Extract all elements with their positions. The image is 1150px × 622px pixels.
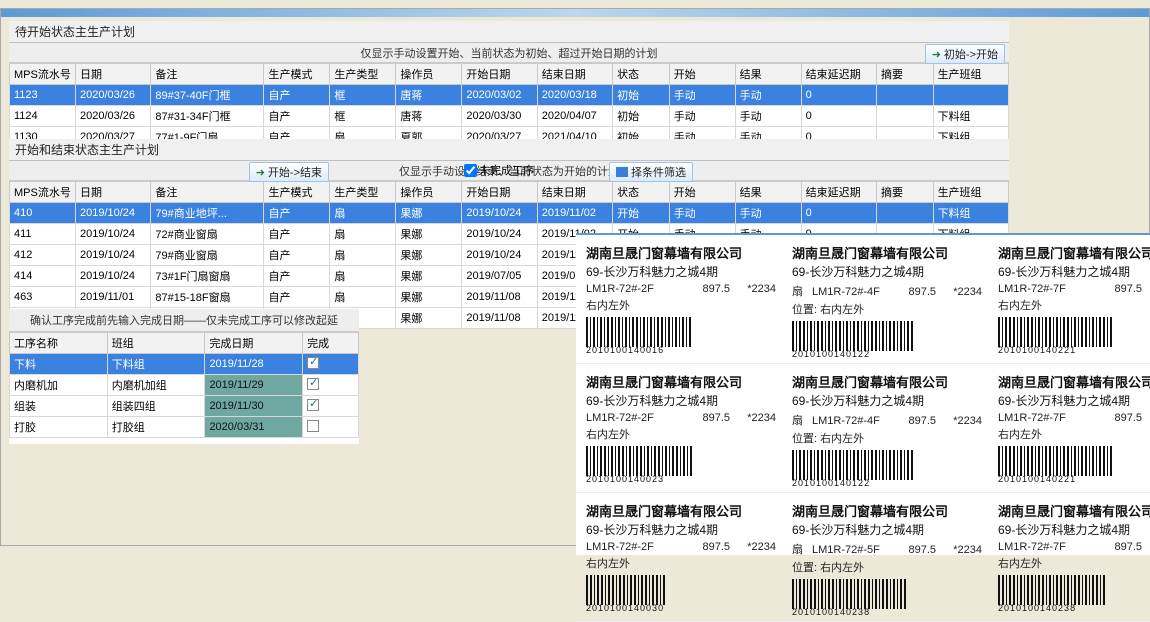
label-item[interactable]: 湖南旦晟门窗幕墙有限公司 69-长沙万科魅力之城4期 LM1R-72#-7F 8… (988, 493, 1150, 622)
confirm-body[interactable]: 下料 下料组 2019/11/28 内磨机加 内磨机加组 2019/11/29 … (10, 354, 359, 438)
table-row[interactable]: 组装 组装四组 2019/11/30 (10, 396, 359, 417)
confirm-completion-panel: 确认工序完成前先输入完成日期——仅未完成工序可以修改起延 工序名称 班组 完成日… (9, 309, 359, 444)
col-delay: 结束延迟期 (801, 64, 876, 85)
confirm-completion-table[interactable]: 工序名称 班组 完成日期 完成 下料 下料组 2019/11/28 内磨机加 内… (9, 332, 359, 438)
pending-start-header-row: MPS流水号 日期 备注 生产模式 生产类型 操作员 开始日期 结束日期 状态 … (10, 64, 1009, 85)
label-item[interactable]: 湖南旦晟门窗幕墙有限公司 69-长沙万科魅力之城4期 扇 LM1R-72#-5F… (782, 493, 988, 622)
done-checkbox-1[interactable] (307, 357, 319, 369)
col-type: 生产类型 (330, 64, 396, 85)
unfinished-process-label: 未完成工序 (479, 162, 534, 178)
col-mps: MPS流水号 (10, 64, 76, 85)
col-process: 工序名称 (10, 333, 108, 354)
arrow-right-icon: ➜ (932, 48, 941, 61)
pending-start-panel: 待开始状态主生产计划 仅显示手动设置开始、当前状态为初始、超过开始日期的计划 ➜… (9, 21, 1009, 116)
barcode-image-8 (792, 579, 982, 609)
barcode-image-1 (586, 317, 756, 347)
col-note: 备注 (151, 64, 264, 85)
filter-condition-button[interactable]: 择条件筛选 (609, 162, 693, 182)
col-start: 开始 (669, 64, 735, 85)
start-end-title: 开始和结束状态主生产计划 (9, 139, 1009, 161)
col-team: 生产班组 (933, 64, 1008, 85)
col-start-2: 开始 (669, 182, 735, 203)
col-delay-2: 结束延迟期 (801, 182, 876, 203)
start-to-start-label: 初始->开始 (944, 46, 998, 62)
label-item[interactable]: 湖南旦晟门窗幕墙有限公司 69-长沙万科魅力之城4期 扇 LM1R-72#-4F… (782, 235, 988, 364)
barcode-image-6 (998, 446, 1150, 476)
barcode-image-3 (998, 317, 1150, 347)
label-item[interactable]: 湖南旦晟门窗幕墙有限公司 69-长沙万科魅力之城4期 LM1R-72#-2F 8… (576, 364, 782, 493)
barcode-image-9 (998, 575, 1150, 605)
col-status-2: 状态 (613, 182, 670, 203)
col-type-2: 生产类型 (330, 182, 396, 203)
col-operator-2: 操作员 (396, 182, 462, 203)
label-grid: 湖南旦晟门窗幕墙有限公司 69-长沙万科魅力之城4期 LM1R-72#-2F 8… (576, 235, 1150, 555)
table-row[interactable]: 打胶 打胶组 2020/03/31 (10, 417, 359, 438)
pending-start-subtitle-row: 仅显示手动设置开始、当前状态为初始、超过开始日期的计划 ➜ 初始->开始 (9, 43, 1009, 63)
barcode-image-5 (792, 450, 982, 480)
start-end-subtitle-row: 仅显示手动设置结束、当前状态为开始的计划 未完成工序 择条件筛选 ➜ 开始->结… (9, 161, 1009, 181)
col-summary: 摘要 (877, 64, 934, 85)
label-item[interactable]: 湖南旦晟门窗幕墙有限公司 69-长沙万科魅力之城4期 LM1R-72#-7F 8… (988, 364, 1150, 493)
col-completion-date: 完成日期 (205, 333, 303, 354)
table-row[interactable]: 410 2019/10/24 79#商业地坪... 自产 扇 果娜 2019/1… (10, 203, 1009, 224)
col-mps-2: MPS流水号 (10, 182, 76, 203)
col-mode-2: 生产模式 (264, 182, 330, 203)
barcode-image-2 (792, 321, 982, 351)
pending-start-title: 待开始状态主生产计划 (9, 21, 1009, 43)
pending-start-subtitle: 仅显示手动设置开始、当前状态为初始、超过开始日期的计划 (361, 45, 658, 61)
col-start-date: 开始日期 (462, 64, 537, 85)
label-item[interactable]: 湖南旦晟门窗幕墙有限公司 69-长沙万科魅力之城4期 LM1R-72#-2F 8… (576, 235, 782, 364)
barcode-image-4 (586, 446, 776, 476)
table-row[interactable]: 内磨机加 内磨机加组 2019/11/29 (10, 375, 359, 396)
title-bar-accent (1, 9, 1149, 17)
col-date-2: 日期 (75, 182, 150, 203)
app-window: 待开始状态主生产计划 仅显示手动设置开始、当前状态为初始、超过开始日期的计划 ➜… (0, 8, 1150, 546)
col-end-date-2: 结束日期 (537, 182, 612, 203)
col-summary-2: 摘要 (877, 182, 934, 203)
done-checkbox-4[interactable] (307, 420, 319, 432)
col-mode: 生产模式 (264, 64, 330, 85)
unfinished-process-checkbox[interactable] (464, 164, 477, 177)
done-checkbox-3[interactable] (307, 399, 319, 411)
confirm-completion-title: 确认工序完成前先输入完成日期——仅未完成工序可以修改起延 (9, 309, 359, 332)
filter-condition-label: 择条件筛选 (631, 164, 686, 180)
label-item[interactable]: 湖南旦晟门窗幕墙有限公司 69-长沙万科魅力之城4期 LM1R-72#-7F 8… (988, 235, 1150, 364)
pending-start-table[interactable]: MPS流水号 日期 备注 生产模式 生产类型 操作员 开始日期 结束日期 状态 … (9, 63, 1009, 148)
start-end-header-row: MPS流水号 日期 备注 生产模式 生产类型 操作员 开始日期 结束日期 状态 … (10, 182, 1009, 203)
col-result-2: 结果 (735, 182, 801, 203)
table-row[interactable]: 1123 2020/03/26 89#37-40F门框 自产 框 唐蒋 2020… (10, 85, 1009, 106)
filter-icon (616, 167, 628, 177)
col-team-2: 生产班组 (933, 182, 1008, 203)
col-done: 完成 (303, 333, 359, 354)
label-item[interactable]: 湖南旦晟门窗幕墙有限公司 69-长沙万科魅力之城4期 LM1R-72#-2F 8… (576, 493, 782, 622)
start-to-start-button[interactable]: ➜ 初始->开始 (925, 44, 1005, 64)
unfinished-process-checkbox-group[interactable]: 未完成工序 (464, 162, 534, 178)
table-row[interactable]: 1124 2020/03/26 87#31-34F门框 自产 框 唐蒋 2020… (10, 106, 1009, 127)
col-result: 结果 (735, 64, 801, 85)
done-checkbox-2[interactable] (307, 378, 319, 390)
arrow-right-icon-2: ➜ (256, 166, 265, 179)
start-to-end-button[interactable]: ➜ 开始->结束 (249, 162, 329, 182)
barcode-image-7 (586, 575, 706, 605)
start-to-end-label: 开始->结束 (268, 164, 322, 180)
table-row[interactable]: 下料 下料组 2019/11/28 (10, 354, 359, 375)
col-note-2: 备注 (151, 182, 264, 203)
col-date: 日期 (75, 64, 150, 85)
col-operator: 操作员 (396, 64, 462, 85)
col-status: 状态 (613, 64, 670, 85)
col-start-date-2: 开始日期 (462, 182, 537, 203)
label-item[interactable]: 湖南旦晟门窗幕墙有限公司 69-长沙万科魅力之城4期 扇 LM1R-72#-4F… (782, 364, 988, 493)
confirm-header-row: 工序名称 班组 完成日期 完成 (10, 333, 359, 354)
col-end-date: 结束日期 (537, 64, 612, 85)
label-print-preview-panel: 湖南旦晟门窗幕墙有限公司 69-长沙万科魅力之城4期 LM1R-72#-2F 8… (576, 233, 1150, 555)
col-team: 班组 (107, 333, 205, 354)
